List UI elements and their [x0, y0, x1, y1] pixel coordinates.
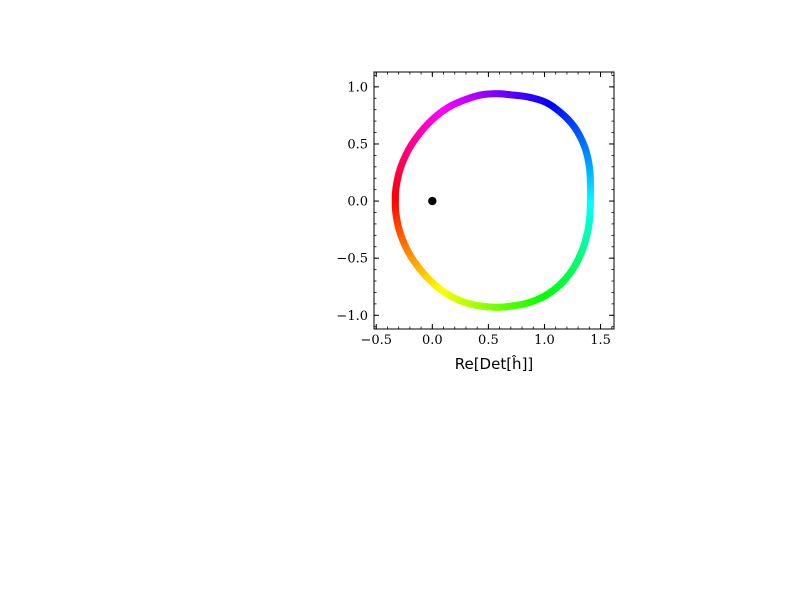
y-tick-label: 0.5 — [347, 137, 368, 152]
x-axis-label: Re[Det[ĥ]] — [455, 354, 534, 373]
plot-frame — [373, 71, 615, 330]
y-tick-label: 1.0 — [347, 80, 368, 95]
x-tick-label: −0.5 — [360, 333, 392, 348]
marker-layer — [428, 196, 437, 206]
curve-layer — [391, 90, 595, 311]
curve-point — [586, 199, 594, 208]
x-tick-label: 1.5 — [590, 333, 611, 348]
y-tick-label: 0.0 — [347, 195, 368, 210]
origin-marker — [428, 196, 437, 206]
x-tick-label: 1.0 — [534, 333, 555, 348]
x-tick-label: 0.5 — [478, 333, 499, 348]
y-tick-label: −1.0 — [336, 309, 368, 324]
y-tick-label: −0.5 — [336, 252, 368, 267]
tick-labels-layer: −0.5 0.0 0.5 1.0 1.5 −1.0 −0.5 0.0 0.5 1.0 — [336, 80, 610, 348]
x-tick-label: 0.0 — [422, 333, 443, 348]
ticks-layer — [374, 72, 614, 329]
